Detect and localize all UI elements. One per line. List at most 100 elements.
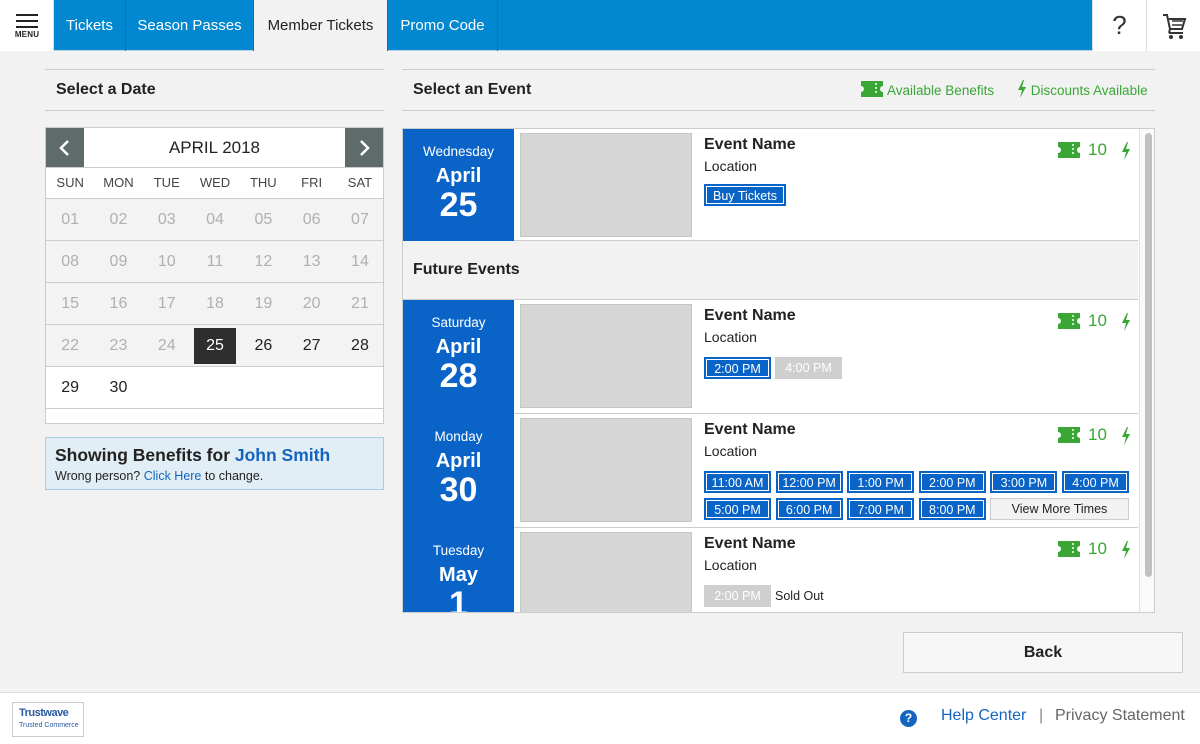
time-slot-button[interactable]: 5:00 PM [704, 498, 771, 520]
benefits-prefix: Showing Benefits for [55, 445, 230, 465]
lightning-icon [1122, 427, 1130, 445]
event-benefits: 10 [1057, 424, 1137, 446]
benefits-title: Showing Benefits for John Smith [55, 445, 374, 466]
select-event-heading: Select an Event [402, 69, 1155, 111]
weekday-label: SAT [347, 175, 373, 190]
event-month: April [435, 165, 482, 187]
event-day: 1 [449, 585, 468, 613]
weekday-label: SUN [56, 175, 84, 190]
benefit-count: 10 [1088, 311, 1107, 330]
event-name: Event Name [704, 535, 796, 552]
calendar-day: 12 [254, 253, 273, 270]
calendar-day: 06 [302, 211, 321, 228]
calendar-day-selected[interactable]: 25 [191, 325, 239, 367]
calendar-day: 19 [254, 295, 273, 312]
calendar-day[interactable]: 26 [254, 337, 273, 354]
time-slot-button[interactable]: 1:00 PM [847, 471, 915, 493]
calendar-day: 04 [206, 211, 224, 228]
event-row: Tuesday May 1 Event Name Location 10 2:00 PM So… [403, 528, 1138, 613]
legend-discounts-available: Discounts Available [1017, 80, 1148, 102]
event-date-box: Saturday April 28 [403, 300, 514, 414]
cart-button[interactable] [1146, 0, 1200, 51]
event-row: Saturday April 28 Event Name Location 10 2:00 … [403, 300, 1138, 414]
time-slot-button[interactable]: 7:00 PM [847, 498, 915, 520]
select-date-heading: Select a Date [45, 69, 384, 111]
benefit-count: 10 [1088, 539, 1107, 558]
help-center-link[interactable]: Help Center [941, 707, 1027, 724]
event-image [520, 418, 692, 522]
calendar-month-label: APRIL 2018 [168, 138, 261, 157]
calendar-day: 14 [351, 253, 369, 270]
event-day: 30 [439, 471, 478, 509]
lightning-icon [1122, 313, 1130, 331]
time-slot-button[interactable]: 12:00 PM [775, 471, 843, 493]
weekday-label: THU [249, 175, 277, 190]
event-weekday: Wednesday [422, 144, 495, 159]
help-button[interactable]: ? [1092, 0, 1146, 51]
tab-member-tickets[interactable]: Member Tickets [254, 0, 388, 51]
calendar-day: 18 [206, 295, 224, 312]
menu-label: MENU [14, 30, 40, 39]
view-more-times-button[interactable]: View More Times [990, 498, 1129, 520]
prev-month-button[interactable] [46, 128, 84, 167]
time-slot-button[interactable]: 11:00 AM [704, 471, 771, 493]
to-change-text: to change. [204, 469, 264, 483]
event-weekday: Saturday [431, 315, 486, 330]
time-slot-button[interactable]: 3:00 PM [990, 471, 1058, 493]
time-slot-button[interactable]: 2:00 PM [918, 471, 986, 493]
event-weekday: Monday [434, 429, 483, 444]
legend-benefits-label: Available Benefits [887, 83, 995, 98]
calendar-day[interactable]: 27 [302, 337, 321, 354]
tab-season-passes[interactable]: Season Passes [126, 0, 254, 51]
calendar-day: 13 [302, 253, 321, 270]
calendar-week-row: 01 02 03 04 05 06 07 [46, 198, 383, 240]
calendar-day: 01 [61, 211, 80, 228]
calendar-day[interactable]: 29 [61, 379, 80, 396]
calendar-day: 02 [109, 211, 128, 228]
change-person-link[interactable]: Click Here [143, 469, 202, 483]
event-location: Location [704, 557, 757, 573]
next-month-button[interactable] [345, 128, 383, 167]
wrong-person-line: Wrong person? Click Here to change. [55, 469, 374, 483]
tab-tickets[interactable]: Tickets [54, 0, 126, 51]
event-name: Event Name [704, 421, 796, 438]
top-nav-bar: MENU Tickets Season Passes Member Ticket… [0, 0, 1200, 51]
time-slot-button[interactable]: 4:00 PM [1062, 471, 1129, 493]
buy-tickets-button[interactable]: Buy Tickets [704, 184, 786, 206]
ticket-icon [1058, 541, 1080, 557]
scrollbar[interactable] [1139, 129, 1154, 612]
time-slot-button[interactable]: 8:00 PM [918, 498, 986, 520]
event-row: Wednesday April 25 Event Name Location 10 Buy … [403, 129, 1138, 241]
trustwave-seal[interactable]: Trustwave Trusted Commerce [12, 702, 84, 737]
weekday-label: FRI [301, 175, 323, 190]
help-circle-icon[interactable]: ? [900, 710, 917, 727]
event-location: Location [704, 443, 757, 459]
calendar-day: 24 [157, 337, 176, 354]
cart-icon [1163, 14, 1187, 39]
wrong-person-text: Wrong person? [55, 469, 141, 483]
event-image [520, 304, 692, 408]
event-image [520, 532, 692, 612]
calendar-day: 16 [109, 295, 128, 312]
ticket-icon [1058, 427, 1080, 443]
calendar-day: 07 [351, 211, 369, 228]
time-slot-button[interactable]: 6:00 PM [775, 498, 843, 520]
event-weekday: Tuesday [432, 543, 485, 558]
back-button[interactable]: Back [903, 632, 1183, 673]
calendar-day[interactable]: 28 [351, 337, 369, 354]
legend-available-benefits: Available Benefits [860, 80, 994, 102]
footer-separator: | [1039, 707, 1044, 724]
event-month: April [435, 450, 482, 472]
time-slot-button[interactable]: 2:00 PM [704, 357, 771, 379]
benefit-count: 10 [1088, 140, 1107, 159]
tab-promo-code[interactable]: Promo Code [388, 0, 498, 51]
scrollbar-thumb[interactable] [1145, 133, 1152, 577]
calendar-day[interactable]: 30 [109, 379, 128, 396]
calendar-day: 05 [254, 211, 273, 228]
calendar-week-row [46, 408, 383, 422]
calendar-day: 08 [61, 253, 80, 270]
event-benefits: 10 [1057, 310, 1137, 332]
privacy-statement-link[interactable]: Privacy Statement [1055, 707, 1185, 724]
menu-button[interactable]: MENU [0, 0, 54, 51]
event-date-box: Monday April 30 [403, 414, 514, 528]
